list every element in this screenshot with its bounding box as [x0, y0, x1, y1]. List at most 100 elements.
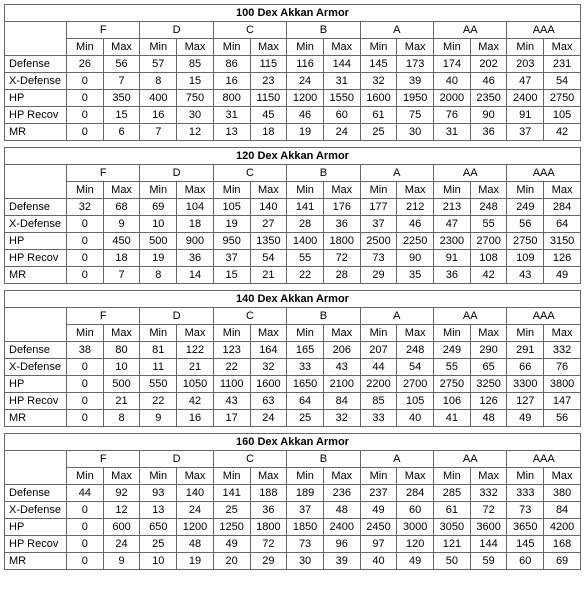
- value-cell: 45: [250, 107, 287, 124]
- value-cell: 1250: [213, 519, 250, 536]
- value-cell: 1400: [287, 233, 324, 250]
- value-cell: 36: [470, 124, 507, 141]
- value-cell: 0: [67, 250, 104, 267]
- value-cell: 96: [323, 536, 360, 553]
- grade-header: C: [213, 451, 286, 468]
- value-cell: 11: [140, 359, 177, 376]
- grade-header: AA: [434, 22, 507, 39]
- value-cell: 0: [67, 553, 104, 570]
- value-cell: 16: [140, 107, 177, 124]
- value-cell: 44: [360, 359, 397, 376]
- value-cell: 69: [544, 553, 581, 570]
- value-cell: 15: [177, 73, 214, 90]
- value-cell: 24: [287, 73, 324, 90]
- value-cell: 140: [250, 199, 287, 216]
- minmax-header: Max: [250, 39, 287, 56]
- value-cell: 92: [103, 485, 140, 502]
- stat-label: MR: [5, 124, 67, 141]
- value-cell: 33: [360, 410, 397, 427]
- table-title: 160 Dex Akkan Armor: [5, 434, 581, 451]
- minmax-header: Min: [360, 39, 397, 56]
- minmax-header: Max: [544, 39, 581, 56]
- value-cell: 3000: [397, 519, 434, 536]
- value-cell: 60: [507, 553, 544, 570]
- minmax-header: Max: [323, 468, 360, 485]
- minmax-header: Min: [67, 468, 104, 485]
- minmax-header: Min: [434, 325, 471, 342]
- value-cell: 36: [250, 502, 287, 519]
- value-cell: 22: [140, 393, 177, 410]
- value-cell: 0: [67, 216, 104, 233]
- value-cell: 25: [287, 410, 324, 427]
- value-cell: 206: [323, 342, 360, 359]
- value-cell: 248: [397, 342, 434, 359]
- value-cell: 7: [103, 267, 140, 284]
- value-cell: 4200: [544, 519, 581, 536]
- value-cell: 212: [397, 199, 434, 216]
- value-cell: 108: [470, 250, 507, 267]
- value-cell: 141: [287, 199, 324, 216]
- value-cell: 56: [507, 216, 544, 233]
- value-cell: 0: [67, 107, 104, 124]
- value-cell: 12: [177, 124, 214, 141]
- value-cell: 2000: [434, 90, 471, 107]
- minmax-header: Min: [67, 325, 104, 342]
- value-cell: 73: [360, 250, 397, 267]
- value-cell: 350: [103, 90, 140, 107]
- value-cell: 0: [67, 124, 104, 141]
- value-cell: 1850: [287, 519, 324, 536]
- grade-header: AA: [434, 165, 507, 182]
- value-cell: 291: [507, 342, 544, 359]
- grade-header: AAA: [507, 22, 581, 39]
- minmax-header: Max: [177, 325, 214, 342]
- value-cell: 600: [103, 519, 140, 536]
- value-cell: 2700: [470, 233, 507, 250]
- value-cell: 60: [323, 107, 360, 124]
- value-cell: 65: [470, 359, 507, 376]
- value-cell: 0: [67, 90, 104, 107]
- value-cell: 84: [323, 393, 360, 410]
- value-cell: 10: [103, 359, 140, 376]
- value-cell: 19: [177, 553, 214, 570]
- value-cell: 7: [103, 73, 140, 90]
- value-cell: 48: [470, 410, 507, 427]
- minmax-header: Max: [397, 325, 434, 342]
- value-cell: 2350: [470, 90, 507, 107]
- value-cell: 31: [434, 124, 471, 141]
- value-cell: 900: [177, 233, 214, 250]
- minmax-header: Max: [250, 468, 287, 485]
- value-cell: 400: [140, 90, 177, 107]
- value-cell: 3300: [507, 376, 544, 393]
- minmax-header: Min: [140, 468, 177, 485]
- grade-header: AAA: [507, 165, 581, 182]
- value-cell: 2750: [434, 376, 471, 393]
- value-cell: 64: [544, 216, 581, 233]
- blank-corner: [5, 165, 67, 199]
- value-cell: 63: [250, 393, 287, 410]
- stat-label: Defense: [5, 485, 67, 502]
- minmax-header: Min: [287, 39, 324, 56]
- value-cell: 249: [507, 199, 544, 216]
- value-cell: 147: [544, 393, 581, 410]
- value-cell: 16: [177, 410, 214, 427]
- value-cell: 39: [397, 73, 434, 90]
- value-cell: 25: [140, 536, 177, 553]
- value-cell: 189: [287, 485, 324, 502]
- value-cell: 106: [434, 393, 471, 410]
- value-cell: 121: [434, 536, 471, 553]
- value-cell: 23: [250, 73, 287, 90]
- value-cell: 2750: [507, 233, 544, 250]
- value-cell: 18: [177, 216, 214, 233]
- value-cell: 500: [103, 376, 140, 393]
- value-cell: 39: [323, 553, 360, 570]
- value-cell: 145: [507, 536, 544, 553]
- value-cell: 2300: [434, 233, 471, 250]
- value-cell: 141: [213, 485, 250, 502]
- value-cell: 173: [397, 56, 434, 73]
- value-cell: 126: [470, 393, 507, 410]
- stat-label: HP Recov: [5, 536, 67, 553]
- value-cell: 32: [323, 410, 360, 427]
- value-cell: 37: [287, 502, 324, 519]
- minmax-header: Min: [67, 39, 104, 56]
- value-cell: 13: [140, 502, 177, 519]
